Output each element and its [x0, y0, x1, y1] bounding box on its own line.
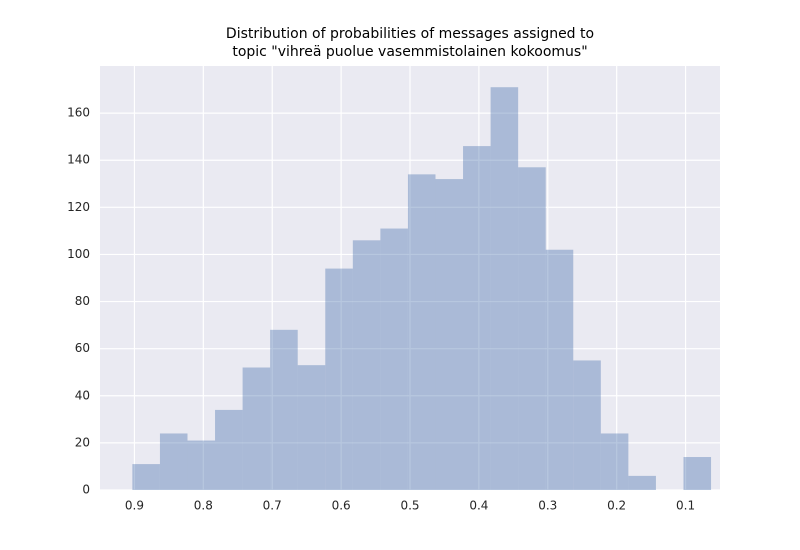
- bar: [573, 360, 601, 490]
- x-tick-label: 0.8: [194, 499, 213, 513]
- bar: [380, 228, 408, 491]
- x-tick-label: 0.7: [263, 499, 282, 513]
- bar: [628, 475, 656, 490]
- bar: [297, 365, 326, 490]
- bar: [325, 268, 353, 490]
- y-tick-label: 60: [75, 341, 90, 355]
- bar: [545, 249, 574, 490]
- y-tick-label: 120: [67, 200, 90, 214]
- x-tick-label: 0.4: [469, 499, 488, 513]
- bar: [242, 367, 271, 490]
- y-tick-label: 160: [67, 106, 90, 120]
- x-tick-label: 0.2: [607, 499, 626, 513]
- grid: [100, 66, 720, 491]
- y-tick-label: 80: [75, 294, 90, 308]
- bar: [518, 167, 546, 491]
- y-tick-label: 100: [67, 247, 90, 261]
- chart-title: Distribution of probabilities of message…: [226, 26, 594, 42]
- x-tick-label: 0.9: [125, 499, 144, 513]
- y-tick-label: 0: [82, 483, 90, 497]
- bar: [407, 174, 436, 490]
- y-tick-label: 20: [75, 435, 90, 449]
- bar: [463, 146, 491, 491]
- bar: [683, 457, 712, 490]
- bar: [270, 329, 298, 490]
- bar: [490, 87, 519, 490]
- bar: [159, 433, 188, 490]
- y-tick-label: 140: [67, 153, 90, 167]
- x-tick-label: 0.5: [400, 499, 419, 513]
- x-tick-label: 0.3: [538, 499, 557, 513]
- bars: [132, 87, 712, 491]
- bar: [352, 240, 381, 490]
- y-tick-label: 40: [75, 388, 90, 402]
- x-tick-label: 0.6: [332, 499, 351, 513]
- x-tick-label: 0.1: [676, 499, 695, 513]
- bar: [215, 409, 243, 490]
- bar: [132, 464, 160, 490]
- bar: [435, 179, 464, 491]
- chart-title: topic "vihreä puolue vasemmistolainen ko…: [232, 44, 587, 60]
- bar: [600, 433, 629, 490]
- bar: [187, 440, 216, 490]
